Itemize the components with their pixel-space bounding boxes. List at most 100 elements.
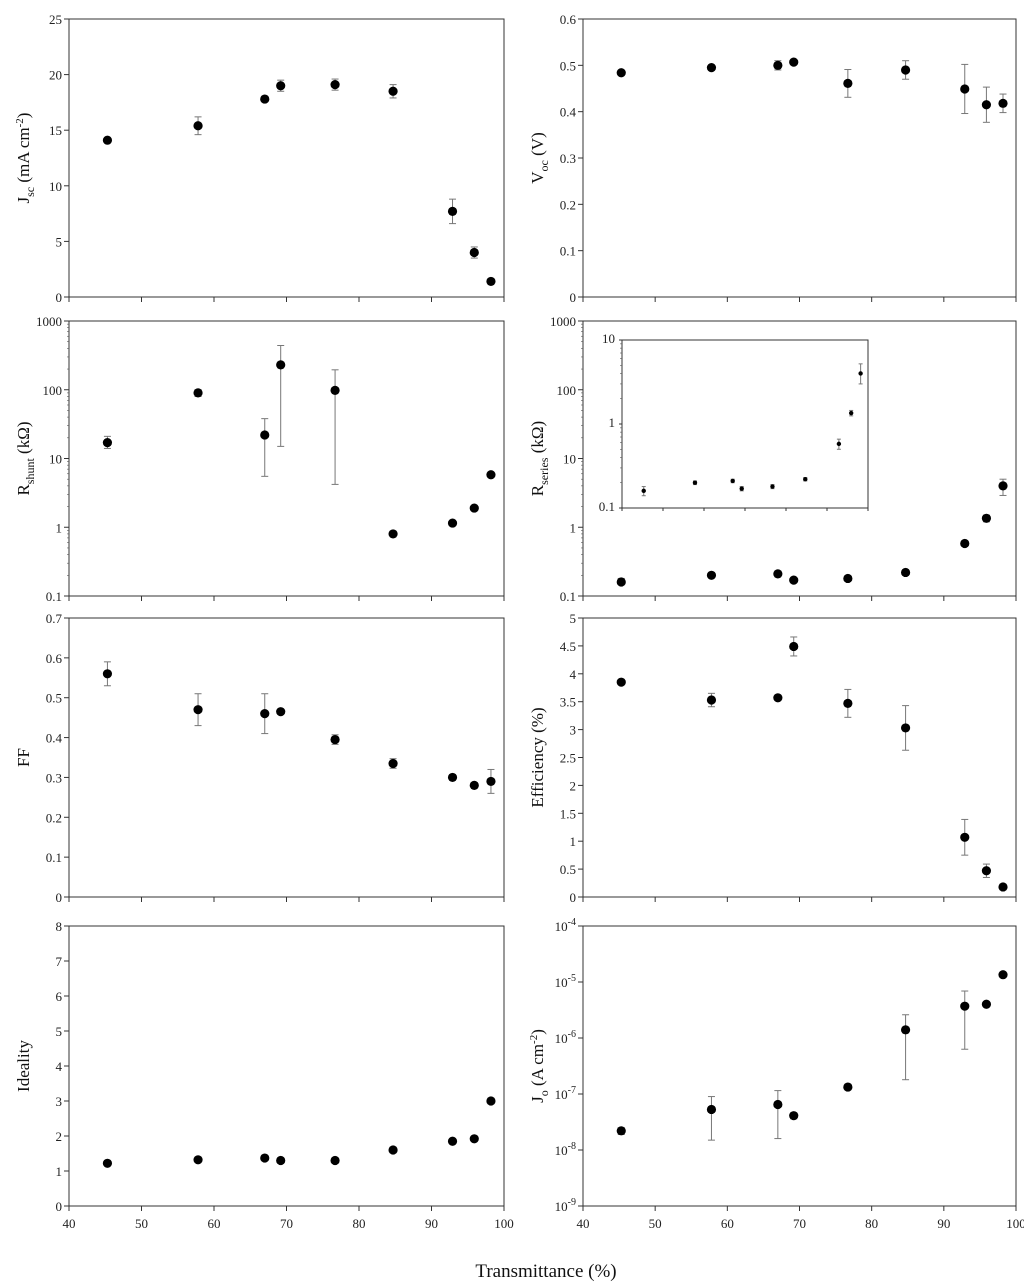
data-point (193, 705, 203, 715)
y-tick-label: 100 (43, 383, 63, 398)
y-tick-label: 0.3 (46, 770, 62, 785)
panel-ff: 0 0.1 0.2 0.3 0.4 0.5 0.6 0.7 FF (14, 611, 505, 905)
y-tick-label: 10 (563, 452, 576, 467)
data-point (260, 430, 270, 440)
inset-panel: 0.1 1 10 (599, 331, 869, 514)
data-point (998, 481, 1008, 491)
y-tick-label: 1000 (550, 314, 576, 329)
y-tick-label: 2 (570, 778, 577, 793)
data-point (486, 276, 496, 287)
x-tick-label: 50 (649, 1216, 662, 1231)
y-tick-label: 0.6 (46, 651, 63, 666)
inset-data-point (730, 478, 735, 484)
data-point (706, 63, 717, 73)
y-axis-label: FF (14, 748, 33, 767)
inset-data-point (739, 486, 744, 491)
data-point (276, 81, 286, 91)
y-tick-label: 5 (56, 1024, 63, 1039)
data-point (616, 68, 626, 78)
data-point (447, 1136, 458, 1146)
y-tick-label: 0.5 (560, 58, 576, 73)
y-tick-label: 0.7 (46, 611, 63, 626)
y-tick-label: 0.2 (46, 810, 62, 825)
x-tick-label: 50 (135, 1216, 148, 1231)
data-point (960, 538, 970, 549)
y-tick-label: 3.5 (560, 695, 576, 710)
data-point (706, 570, 717, 580)
data-point (789, 57, 799, 67)
data-point (276, 707, 286, 717)
data-point (102, 669, 113, 679)
plot-frame (68, 320, 505, 597)
y-tick-label: 4 (56, 1059, 63, 1074)
data-point (388, 86, 398, 96)
data-point (981, 866, 992, 876)
y-tick-label: 1 (570, 520, 577, 535)
data-point (388, 758, 398, 769)
data-point (900, 1025, 911, 1035)
y-axis-label: Jsc (mA cm-2) (14, 113, 37, 204)
plot-frame (582, 617, 1017, 898)
data-point (260, 709, 270, 719)
data-point (843, 573, 853, 584)
data-point (789, 575, 799, 585)
panel-voc: 0 0.1 0.2 0.3 0.4 0.5 0.6 Voc (V) (528, 12, 1017, 305)
y-tick-label: 10-8 (555, 1141, 576, 1158)
data-point (843, 1082, 853, 1092)
y-tick-label: 25 (49, 12, 62, 27)
x-tick-label: 80 (865, 1216, 878, 1231)
y-tick-label: 1.5 (560, 806, 576, 821)
data-point (260, 94, 270, 104)
inset-data-point (692, 480, 698, 485)
y-tick-label: 20 (49, 68, 62, 83)
data-point (960, 84, 970, 94)
data-point (486, 470, 496, 480)
panel-efficiency: 0 0.5 1 1.5 2 2.5 3 3.5 4 4.5 5 Efficiency (%) (528, 611, 1017, 905)
data-point (469, 503, 479, 513)
inset-y-tick-label: 0.1 (599, 499, 615, 514)
y-tick-label: 0.4 (560, 105, 577, 120)
x-tick-label: 80 (353, 1216, 366, 1231)
x-tick-label: 40 (63, 1216, 76, 1231)
data-point (260, 1153, 270, 1163)
data-point (447, 772, 458, 783)
y-tick-label: 1000 (36, 314, 62, 329)
data-point (193, 388, 203, 398)
inset-data-point (836, 441, 842, 447)
y-tick-label: 10-6 (555, 1029, 576, 1046)
x-tick-label: 40 (577, 1216, 590, 1231)
data-point (981, 999, 992, 1009)
y-tick-label: 0.1 (560, 589, 576, 604)
inset-data-point (858, 371, 863, 376)
y-tick-label: 0 (56, 1199, 63, 1214)
data-point (900, 723, 911, 733)
y-tick-label: 5 (56, 234, 63, 249)
panel-jo: 10-9 10-8 10-7 10-6 10-5 10-4 40 50 60 70 80 90 100 J… (528, 917, 1024, 1231)
y-tick-label: 3 (56, 1094, 63, 1109)
panel-jsc: 0 5 10 15 20 25 Jsc (mA cm-2) (14, 12, 505, 305)
data-point (330, 1155, 340, 1166)
panel-rseries: 0.1 1 10 100 1000 Rseries (kΩ) (528, 314, 1017, 604)
data-point (330, 734, 340, 745)
y-tick-label: 1 (56, 520, 63, 535)
y-tick-label: 0.5 (46, 691, 62, 706)
y-tick-label: 1 (570, 834, 577, 849)
data-point (981, 513, 992, 523)
y-tick-label: 10-9 (555, 1197, 576, 1214)
y-tick-label: 0.1 (560, 244, 576, 259)
data-point (981, 100, 992, 110)
inset-background (622, 340, 868, 508)
data-point (616, 677, 626, 687)
y-tick-label: 4.5 (560, 639, 576, 654)
y-tick-label: 5 (570, 611, 577, 626)
inset-data-point (770, 484, 775, 489)
data-point (773, 1099, 783, 1110)
data-point (998, 882, 1008, 892)
y-tick-label: 0.1 (46, 589, 62, 604)
plot-frame (68, 18, 505, 298)
x-tick-label: 70 (280, 1216, 293, 1231)
inset-data-point (641, 488, 646, 494)
data-point (616, 1126, 626, 1136)
data-point (102, 1158, 113, 1168)
